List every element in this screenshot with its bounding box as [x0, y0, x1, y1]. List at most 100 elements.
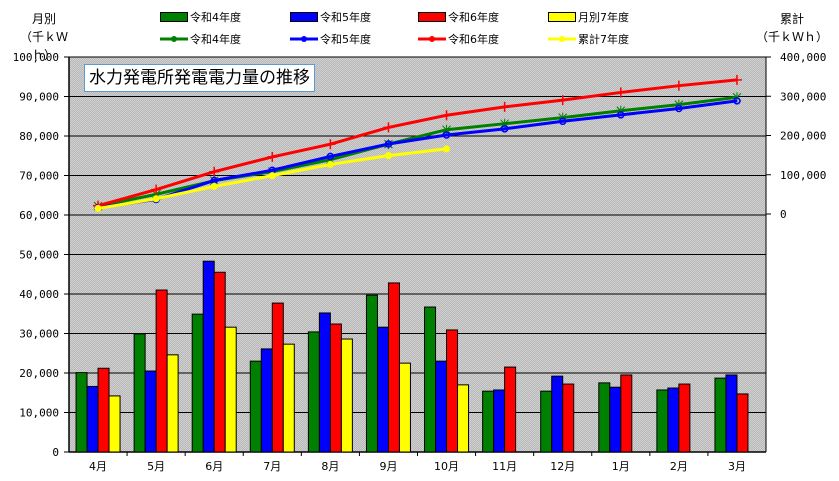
right-axis-unit: （千ｋＷｈ）	[755, 30, 828, 44]
cumulative-line	[97, 78, 738, 208]
bar	[340, 338, 353, 453]
left-axis-unit: （千ｋＷｈ）	[19, 30, 68, 62]
left-axis-tick: 100,000	[13, 51, 59, 64]
bar	[86, 385, 99, 453]
x-axis-label: 9月	[379, 460, 397, 473]
bar	[166, 354, 179, 453]
legend-item-line: 累計7年度	[548, 32, 629, 46]
left-axis-title-line1: 月別	[31, 12, 56, 26]
left-axis-tick: 60,000	[19, 209, 59, 222]
x-axis-label: 11月	[492, 460, 517, 473]
bar	[249, 360, 262, 453]
right-axis-title: 累計 （千ｋＷｈ）	[752, 10, 832, 46]
left-axis-tick: 50,000	[19, 249, 59, 262]
bar	[562, 383, 575, 453]
legend-line-icon	[548, 36, 576, 42]
bar	[144, 370, 157, 453]
legend-label: 令和4年度	[190, 33, 241, 46]
bar	[609, 386, 622, 453]
bar	[213, 271, 226, 453]
bar	[598, 382, 611, 453]
left-axis-tick: 70,000	[19, 170, 59, 183]
legend-item-bar: 令和5年度	[290, 10, 371, 24]
bar	[551, 375, 564, 453]
bar	[457, 384, 470, 453]
bar	[318, 312, 331, 453]
left-axis-title: 月別 （千ｋＷｈ）	[12, 10, 76, 64]
right-axis-title-line1: 累計	[779, 12, 804, 26]
bar	[482, 390, 495, 453]
x-axis-label: 3月	[728, 460, 746, 473]
left-axis-tick: 0	[52, 446, 59, 459]
legend-swatch	[160, 12, 188, 22]
bar	[656, 389, 669, 453]
bar	[493, 389, 506, 453]
right-axis-tick: 0	[780, 208, 787, 221]
right-axis-tick: 300,000	[780, 90, 826, 103]
bar	[224, 326, 237, 453]
legend-line-icon	[418, 36, 446, 42]
legend-label: 令和6年度	[448, 33, 499, 46]
bar	[387, 282, 400, 453]
legend-swatch	[548, 12, 576, 22]
left-axis-tick: 90,000	[19, 91, 59, 104]
left-axis-tick: 80,000	[19, 130, 59, 143]
chart-title: 水力発電所発電電力量の推移	[84, 64, 315, 92]
legend-item-line: 令和4年度	[160, 32, 241, 46]
left-axis-tick: 30,000	[19, 328, 59, 341]
bar	[282, 343, 295, 453]
bar	[260, 348, 273, 453]
x-axis-label: 10月	[434, 460, 459, 473]
legend-line-icon	[160, 36, 188, 42]
legend-item-line: 令和6年度	[418, 32, 499, 46]
bar	[424, 306, 437, 453]
legend-label: 令和4年度	[190, 11, 241, 24]
legend-line-icon	[290, 36, 318, 42]
legend-label: 月別7年度	[578, 11, 629, 24]
x-axis-label: 2月	[670, 460, 688, 473]
x-axis-label: 12月	[550, 460, 575, 473]
bar	[398, 362, 411, 453]
x-axis-label: 6月	[205, 460, 223, 473]
bar	[75, 372, 88, 453]
bar	[365, 294, 378, 453]
x-axis-label: 1月	[612, 460, 630, 473]
legend-label: 令和6年度	[448, 11, 499, 24]
legend-item-bar: 令和4年度	[160, 10, 241, 24]
bar	[271, 302, 284, 453]
legend-item-line: 令和5年度	[290, 32, 371, 46]
x-axis-label: 7月	[263, 460, 281, 473]
bar	[307, 331, 320, 453]
bar	[678, 383, 691, 453]
bar	[191, 313, 204, 453]
bar	[97, 367, 110, 453]
x-axis-label: 8月	[321, 460, 339, 473]
left-axis-tick: 40,000	[19, 288, 59, 301]
bar	[435, 360, 448, 453]
legend-label: 令和5年度	[320, 11, 371, 24]
legend-label: 令和5年度	[320, 33, 371, 46]
bar	[108, 395, 121, 453]
bar	[714, 377, 727, 453]
bar	[504, 366, 517, 453]
bar	[446, 329, 459, 453]
bar	[376, 326, 389, 453]
legend-swatch	[418, 12, 446, 22]
legend-swatch	[290, 12, 318, 22]
x-axis-label: 5月	[147, 460, 165, 473]
legend-label: 累計7年度	[578, 33, 629, 46]
bar	[736, 393, 749, 453]
bar	[620, 374, 633, 453]
bar	[155, 289, 168, 453]
bar	[540, 390, 553, 453]
right-axis-tick: 200,000	[780, 130, 826, 143]
bar	[202, 260, 215, 453]
legend-item-bar: 月別7年度	[548, 10, 629, 24]
legend-item-bar: 令和6年度	[418, 10, 499, 24]
bar	[133, 333, 146, 453]
cumulative-line	[97, 99, 738, 209]
bar	[329, 323, 342, 453]
left-axis-tick: 20,000	[19, 367, 59, 380]
